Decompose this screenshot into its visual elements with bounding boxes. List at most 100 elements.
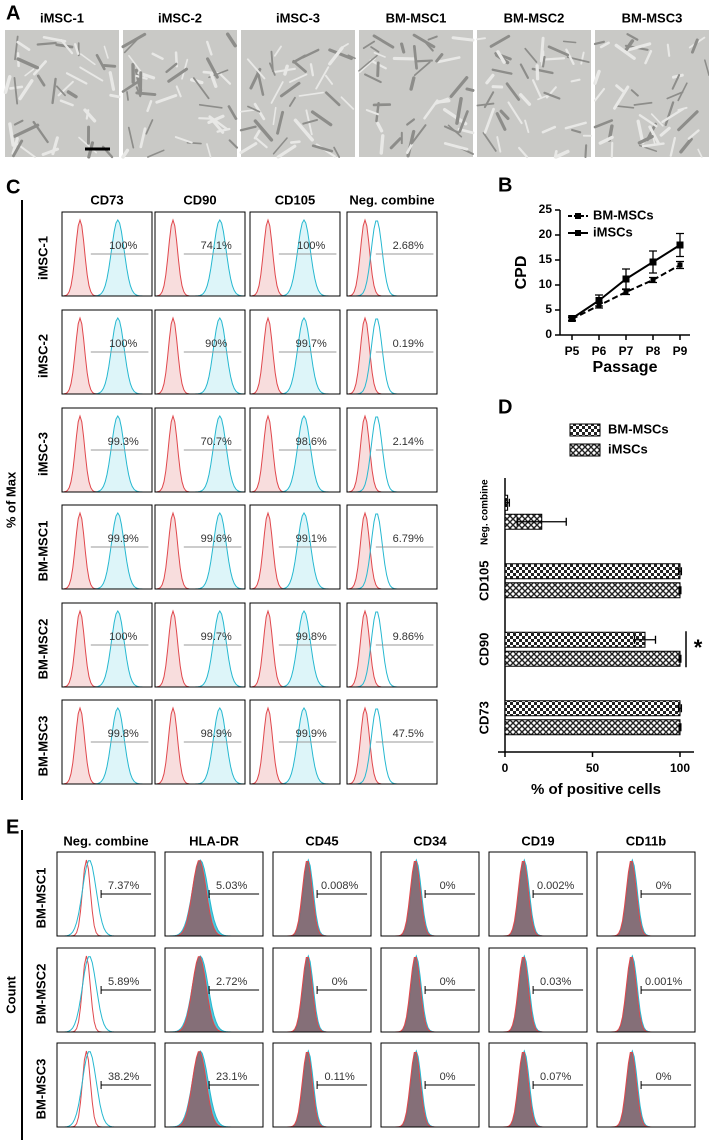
- plot-frame: [164, 851, 264, 937]
- error-bar: [677, 704, 683, 713]
- bar: [504, 650, 681, 667]
- cell: [465, 87, 475, 92]
- percent-label: 6.79%: [393, 533, 424, 545]
- cell: [333, 146, 341, 158]
- cell: [239, 125, 257, 132]
- histogram: [57, 956, 155, 1033]
- histogram: [381, 861, 479, 937]
- percent-label: 99.9%: [108, 533, 139, 545]
- plot-frame: [380, 947, 480, 1033]
- panel-label: D: [498, 396, 512, 418]
- cell: [325, 74, 334, 85]
- cell: [373, 51, 386, 58]
- cell: [206, 57, 219, 79]
- histogram: [165, 1050, 263, 1128]
- cell: [298, 91, 324, 97]
- cell: [127, 126, 135, 149]
- cell: [690, 38, 699, 54]
- cell: [615, 84, 626, 94]
- cell: [624, 42, 652, 53]
- x-tick-label: 50: [586, 761, 600, 775]
- cell: [272, 137, 288, 155]
- micrograph: [477, 30, 591, 157]
- x-axis-label: Passage: [593, 359, 658, 376]
- bar: [504, 582, 681, 599]
- cell: [36, 41, 57, 46]
- cell: [593, 40, 605, 46]
- plot-frame: [272, 947, 372, 1033]
- cell: [661, 107, 685, 124]
- cell: [405, 143, 414, 154]
- cell: [412, 33, 436, 49]
- histogram: [57, 955, 155, 1033]
- percent-label: 38.2%: [108, 1071, 139, 1083]
- row-label: iMSC-2: [35, 334, 50, 378]
- cell: [79, 53, 96, 66]
- cell: [593, 119, 614, 129]
- cell: [42, 35, 67, 43]
- cell: [55, 43, 74, 49]
- x-tick-label: 100: [670, 761, 690, 775]
- cell: [272, 106, 277, 126]
- cell: [547, 45, 570, 57]
- histogram: [57, 859, 155, 937]
- plot-frame: [61, 309, 153, 395]
- percent-label: 5.89%: [108, 976, 139, 988]
- row-label: BM-MSC1: [33, 868, 48, 929]
- percent-label: 0%: [440, 880, 456, 892]
- plot-frame: [596, 947, 696, 1033]
- marker: [595, 297, 603, 304]
- plot-frame: [346, 309, 438, 395]
- column-header: CD73: [90, 192, 123, 207]
- cell: [443, 125, 460, 134]
- cell: [60, 39, 74, 55]
- percent-label: 2.14%: [393, 436, 424, 448]
- plot-frame: [346, 211, 438, 297]
- cell: [427, 35, 438, 41]
- plot-frame: [380, 851, 480, 937]
- cell: [553, 150, 558, 159]
- plot-frame: [249, 504, 341, 590]
- cell: [543, 91, 561, 100]
- legend-marker: [575, 230, 581, 236]
- cell: [102, 64, 117, 68]
- marker: [649, 258, 657, 266]
- cell: [108, 71, 116, 91]
- cell: [505, 82, 521, 101]
- cell: [270, 81, 284, 104]
- legend-label: BM-MSCs: [593, 207, 654, 222]
- cell: [293, 118, 314, 142]
- cell: [41, 147, 60, 156]
- column-header: CD11b: [626, 833, 667, 848]
- cell: [228, 139, 239, 149]
- histogram: [273, 954, 371, 1033]
- legend-label: iMSCs: [593, 224, 633, 239]
- cell: [209, 72, 218, 89]
- row-label: BM-MSC2: [33, 964, 48, 1025]
- x-tick-label: 0: [502, 761, 509, 775]
- percent-label: 0.001%: [645, 976, 683, 988]
- plot-frame: [249, 602, 341, 688]
- cell: [206, 40, 213, 56]
- cell: [151, 52, 164, 60]
- cell: [73, 43, 80, 55]
- cell: [139, 127, 147, 149]
- histogram: [489, 1052, 587, 1128]
- cell: [276, 144, 297, 159]
- column-header: CD34: [413, 833, 447, 848]
- cell: [192, 77, 210, 100]
- cell: [539, 36, 545, 63]
- cell: [626, 33, 639, 41]
- plot-frame: [154, 602, 246, 688]
- percent-label: 99.3%: [108, 436, 139, 448]
- x-tick-label: P5: [565, 344, 580, 358]
- percent-label: 90%: [205, 338, 227, 350]
- legend-marker: [575, 213, 581, 219]
- legend-swatch: [569, 443, 601, 457]
- cell: [14, 35, 19, 61]
- cell: [424, 41, 434, 52]
- cell: [562, 40, 577, 44]
- cell: [580, 51, 585, 65]
- cell: [443, 142, 469, 151]
- y-axis-label: % of Max: [3, 471, 18, 528]
